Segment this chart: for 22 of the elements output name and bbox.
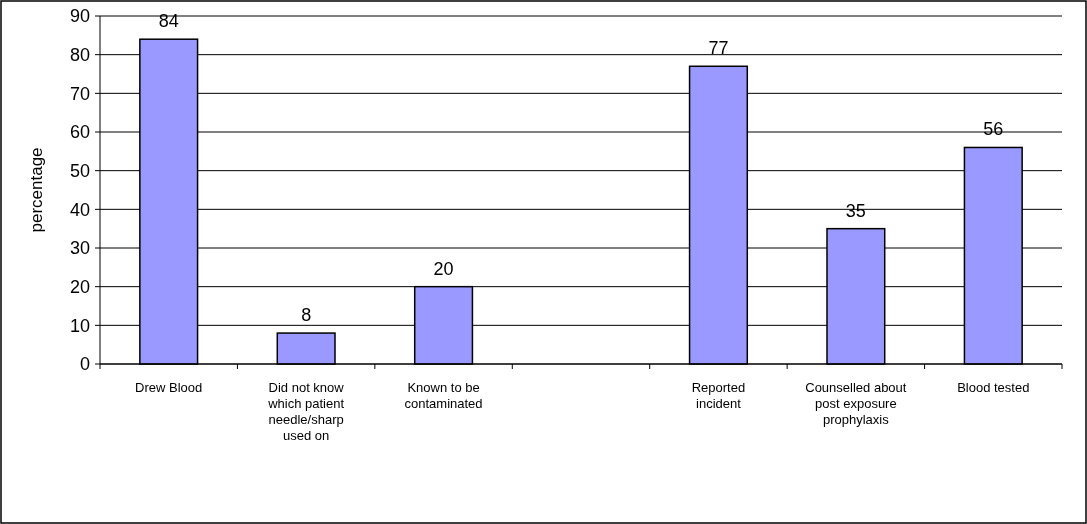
- data-label: 77: [708, 38, 729, 59]
- x-tick-label: Known to be contaminated: [404, 380, 483, 411]
- data-label: 20: [433, 258, 454, 279]
- x-tick-label: Did not know which patient needle/sharp used on: [267, 380, 345, 443]
- y-tick-label: 20: [69, 276, 90, 297]
- y-tick-label: 70: [69, 83, 90, 104]
- data-label: 8: [301, 305, 312, 326]
- y-tick-label: 0: [79, 354, 90, 375]
- x-tick-label: Blood tested: [957, 380, 1030, 395]
- x-tick-label: Reported incident: [691, 380, 746, 411]
- y-tick-label: 90: [69, 6, 90, 27]
- y-tick-label: 10: [69, 315, 90, 336]
- data-label: 56: [983, 119, 1004, 140]
- y-tick-label: 60: [69, 122, 90, 143]
- y-tick-label: 80: [69, 44, 90, 65]
- x-tick-label: Drew Blood: [135, 380, 203, 395]
- y-tick-label: 50: [69, 160, 90, 181]
- y-tick-label: 30: [69, 238, 90, 259]
- y-tick-label: 40: [69, 199, 90, 220]
- x-tick-label: Counselled about post exposure prophylaxis: [805, 380, 907, 427]
- data-label: 84: [158, 11, 179, 32]
- y-axis-title: percentage: [27, 147, 46, 233]
